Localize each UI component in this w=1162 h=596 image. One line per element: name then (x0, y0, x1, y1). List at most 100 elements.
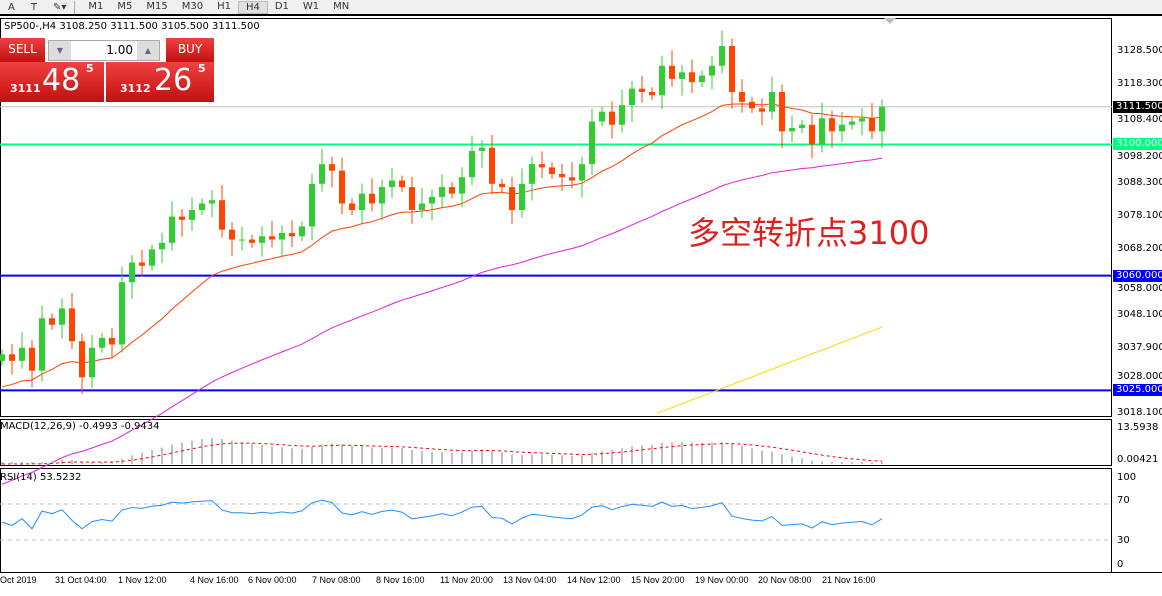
candle-body (839, 124, 845, 132)
candle-body (739, 91, 745, 102)
candle-body (39, 318, 45, 371)
level-price-tag: 3111.500 (1113, 100, 1162, 113)
candle-body (519, 183, 525, 211)
main-pane-frame (0, 18, 1112, 417)
candle-body (549, 167, 555, 174)
candle-body (59, 308, 65, 325)
candle-body (359, 193, 365, 211)
candle-body (409, 187, 415, 211)
macd-axis-bottom: 0.00421 (1117, 454, 1159, 465)
candle-body (629, 88, 635, 106)
candle-body (809, 124, 815, 145)
candle-body (319, 164, 325, 184)
candle-body (619, 105, 625, 125)
candle-body (249, 239, 255, 243)
macd-label: MACD(12,26,9) -0.4993 -0.9434 (0, 421, 160, 432)
candle-body (859, 118, 865, 122)
candle-body (299, 226, 305, 237)
timeframe-d1[interactable]: D1 (274, 0, 289, 12)
time-tick: 11 Nov 20:00 (440, 575, 493, 585)
candle-body (709, 65, 715, 76)
price-tick: 3098.200 (1117, 151, 1162, 163)
price-tick: 3128.500 (1117, 45, 1162, 56)
time-tick: 8 Nov 16:00 (376, 575, 425, 585)
time-tick: Oct 2019 (0, 575, 37, 585)
slow-moving-average-line (1, 157, 883, 485)
timeframe-w1[interactable]: W1 (302, 0, 320, 12)
candle-body (399, 180, 405, 188)
candle-body (469, 151, 475, 178)
macd-axis-top: 13.5938 (1117, 422, 1159, 433)
timeframe-m1[interactable]: M1 (88, 0, 104, 12)
candle-body (529, 164, 535, 184)
sell-button[interactable]: SELL (0, 38, 45, 62)
level-price-tag: 3025.000 (1113, 384, 1162, 397)
candle-body (269, 236, 275, 240)
candle-body (219, 200, 225, 230)
price-tick: 3118.300 (1117, 78, 1162, 90)
candle-body (49, 318, 55, 325)
time-tick: 1 Nov 12:00 (118, 575, 167, 585)
candle-body (199, 203, 205, 211)
candle-body (149, 249, 155, 266)
candle-body (189, 210, 195, 220)
time-axis: Oct 2019 31 Oct 04:00 1 Nov 12:00 4 Nov 16:… (0, 575, 1110, 589)
volume-stepper[interactable]: ▼ 1.00 ▲ (48, 40, 160, 61)
price-tick: 3078.100 (1117, 210, 1162, 222)
time-tick: 7 Nov 08:00 (312, 575, 361, 585)
timeframe-mn[interactable]: MN (333, 0, 350, 12)
candle-body (179, 216, 185, 220)
macd-pane-frame (0, 419, 1112, 466)
candle-body (779, 91, 785, 132)
text-label-tool[interactable]: T (30, 1, 37, 13)
candle-body (599, 111, 605, 122)
candle-body (589, 121, 595, 165)
candle-body (749, 101, 755, 109)
timeframe-m5[interactable]: M5 (117, 0, 133, 12)
candle-body (429, 196, 435, 204)
price-tick: 3037.900 (1117, 342, 1162, 354)
rsi-label: RSI(14) 53.5232 (0, 472, 82, 483)
chart-info: SP500-,H4 3108.250 3111.500 3105.500 311… (4, 21, 260, 32)
increase-volume-button[interactable]: ▲ (137, 41, 159, 60)
buy-button[interactable]: BUY (166, 38, 214, 62)
price-tick: 3048.100 (1117, 308, 1162, 320)
level-price-tag: 3060.000 (1113, 269, 1162, 282)
timeframe-h4[interactable]: H4 (237, 0, 268, 14)
candle-body (649, 91, 655, 96)
timeframe-m30[interactable]: M30 (181, 0, 204, 12)
candle-body (829, 118, 835, 132)
shapes-icon[interactable]: ✎▾ (52, 1, 67, 13)
candle-body (639, 88, 645, 92)
candle-body (489, 147, 495, 184)
text-tool[interactable]: A (8, 1, 15, 13)
price-tick: 3058.000 (1117, 282, 1162, 294)
candle-body (509, 187, 515, 211)
candle-body (99, 337, 105, 348)
candle-body (729, 46, 735, 92)
candle-body (0, 354, 5, 361)
candle-body (499, 183, 505, 188)
timeframe-m15[interactable]: M15 (146, 0, 168, 12)
one-click-trading: SELL 3111 48 5 BUY 3112 26 5 (0, 38, 214, 103)
volume-input[interactable]: 1.00 (106, 43, 133, 57)
decrease-volume-button[interactable]: ▼ (49, 41, 71, 60)
candle-body (289, 232, 295, 237)
timeframe-h1[interactable]: H1 (217, 0, 231, 12)
candle-body (209, 200, 215, 204)
candle-body (609, 111, 615, 125)
candle-body (669, 65, 675, 79)
candle-body (569, 177, 575, 181)
price-tick: 3028.000 (1117, 371, 1162, 383)
candle-body (769, 91, 775, 112)
sell-price[interactable]: 3111 48 5 (0, 62, 104, 102)
buy-price[interactable]: 3112 26 5 (106, 62, 214, 102)
candle-body (229, 229, 235, 240)
chart-shift-marker (884, 18, 896, 24)
time-tick: 13 Nov 04:00 (503, 575, 557, 585)
candle-body (279, 232, 285, 240)
price-tick: 3068.200 (1117, 242, 1162, 254)
rsi-axis-0: 0 (1117, 559, 1124, 570)
time-tick: 31 Oct 04:00 (55, 575, 107, 585)
chart-canvas[interactable] (0, 18, 1162, 578)
